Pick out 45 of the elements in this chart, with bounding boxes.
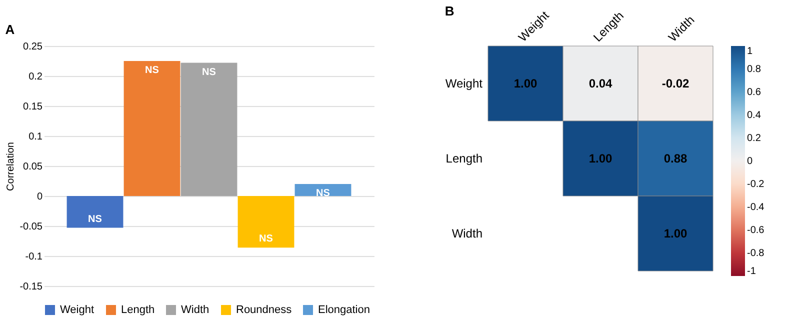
data-label: NS [88, 214, 102, 225]
y-tick-label: -0.05 [20, 222, 43, 232]
y-tick-label: -0.1 [25, 252, 43, 262]
bar [238, 196, 294, 248]
color-bar-label: 0.8 [747, 64, 762, 75]
data-label: NS [259, 234, 274, 245]
data-label: -0.02 [662, 76, 690, 90]
legend-label: Roundness [236, 304, 292, 316]
y-tick-label: 0 [36, 192, 43, 202]
color-bar-label: -0.8 [747, 248, 765, 259]
data-label: 1.00 [514, 76, 538, 90]
y-tick-label: 0.1 [28, 132, 43, 142]
chart-title: B [444, 4, 454, 19]
bar [66, 196, 124, 228]
color-bar-label: -0.2 [747, 179, 765, 190]
color-bar-label: 0.6 [747, 87, 762, 98]
y-axis-title: Correlation [6, 142, 17, 191]
color-bar-label: 1 [747, 46, 753, 57]
y-tick-label: 0.15 [23, 102, 43, 112]
data-label: 0.88 [664, 152, 688, 166]
color-bar-label: -0.4 [747, 202, 765, 213]
data-label: NS [145, 65, 160, 76]
y-tick-label: Length [446, 152, 482, 166]
color-bar-label: 0.4 [747, 110, 762, 121]
color-bar-label: -0.6 [747, 225, 765, 236]
legend-label: Length [121, 304, 155, 316]
y-tick-label: 0.25 [23, 42, 43, 52]
y-tick-label: -0.15 [20, 282, 43, 292]
data-label: 1.00 [664, 226, 688, 240]
color-bar-label: -1 [747, 266, 756, 277]
y-tick-label: Width [452, 226, 482, 240]
y-tick-label: 0.05 [23, 162, 43, 172]
legend-label: Width [181, 304, 210, 316]
y-tick-label: 0.2 [28, 72, 43, 82]
chart-title: A [5, 22, 16, 37]
y-tick-label: Weight [445, 76, 484, 90]
data-label: 1.00 [588, 152, 612, 166]
bar [180, 62, 238, 196]
color-bar-label: 0 [747, 156, 753, 167]
data-label: NS [202, 66, 216, 78]
data-label: 0.04 [588, 76, 612, 90]
bar [124, 61, 180, 196]
legend-label: Elongation [318, 304, 370, 316]
color-bar-label: 0.2 [747, 133, 762, 144]
legend-label: Weight [60, 304, 94, 316]
